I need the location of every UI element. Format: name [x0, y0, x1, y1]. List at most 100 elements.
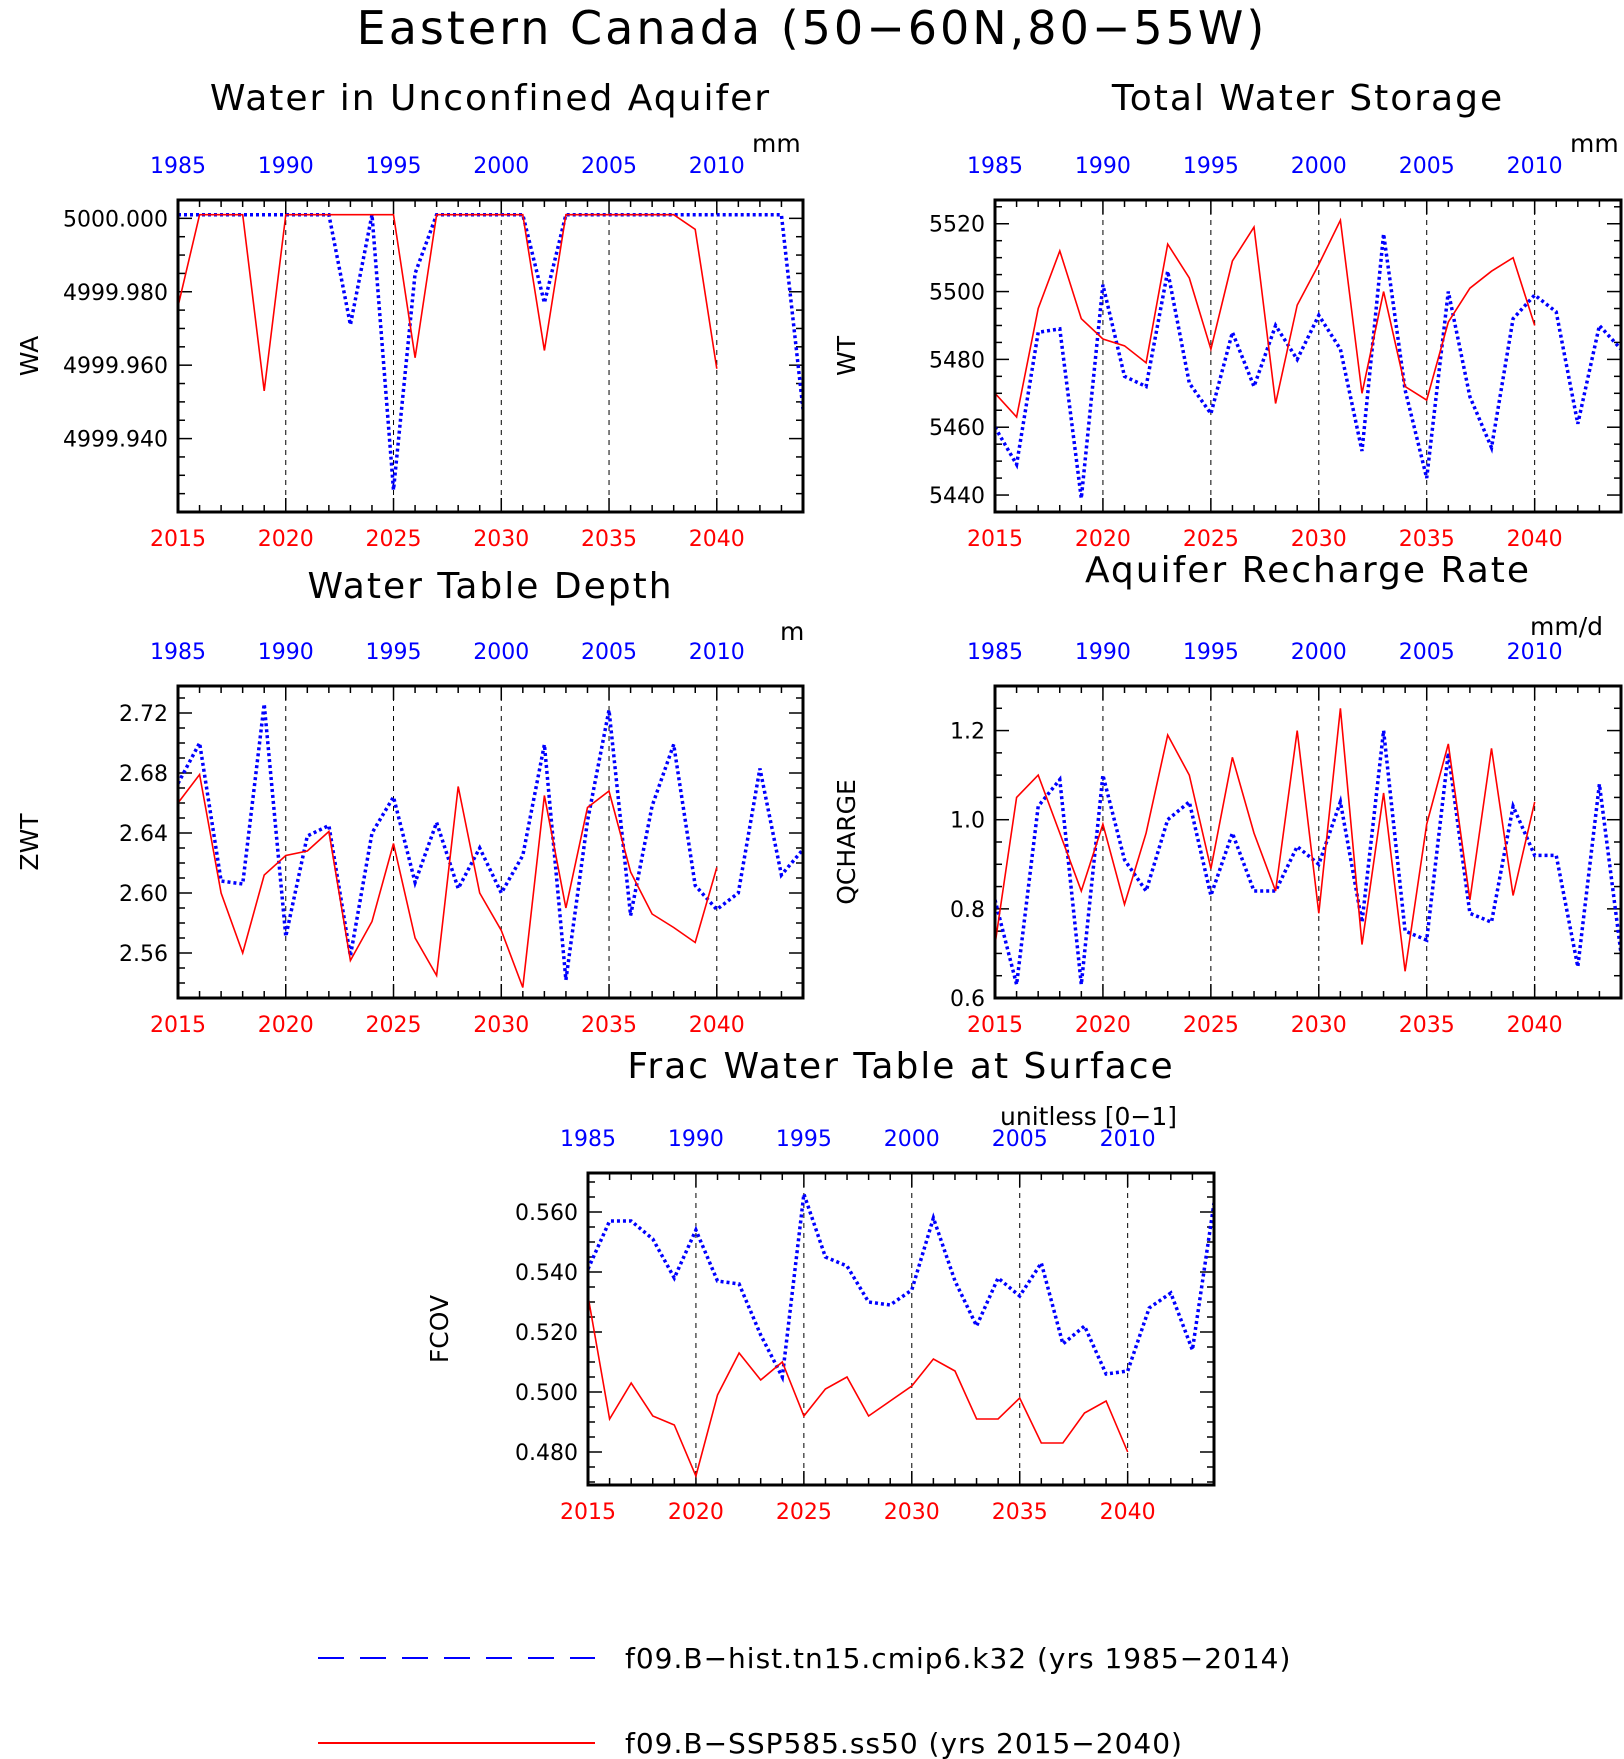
plot-frame	[586, 1171, 1216, 1487]
panel-title: Water Table Depth	[307, 566, 673, 607]
x-bottom-tick-label: 2015	[967, 527, 1023, 552]
x-bottom-tick-label: 2040	[1100, 1500, 1156, 1525]
panel-4: Aquifer Recharge Rate mm/d 2015 2020 2025 203…	[832, 550, 1623, 1038]
panel-3: Water Table Depth m 2015 2020 2025 2030 2035 20…	[15, 566, 805, 1038]
x-top-tick-label: 2000	[473, 640, 529, 665]
x-top-tick-label: 1985	[560, 1127, 616, 1152]
series-line-hist	[588, 1193, 1214, 1383]
x-top-tick-label: 1990	[1075, 640, 1131, 665]
plot-frame	[993, 684, 1623, 1000]
x-bottom-tick-label: 2030	[1291, 527, 1347, 552]
x-bottom-tick-label: 2025	[366, 527, 422, 552]
x-bottom-tick-label: 2025	[1183, 1013, 1239, 1038]
series-line-hist	[995, 233, 1621, 499]
x-top-tick-label: 2000	[884, 1127, 940, 1152]
x-top-tick-label: 2005	[581, 154, 637, 179]
panel-title: Water in Unconfined Aquifer	[210, 78, 771, 119]
y-axis-label: WT	[832, 335, 861, 376]
x-top-tick-label: 1985	[150, 154, 206, 179]
x-bottom-tick-label: 2040	[689, 527, 745, 552]
x-bottom-tick-label: 2020	[1075, 1013, 1131, 1038]
y-tick-label: 0.480	[515, 1441, 578, 1466]
units-label: m	[780, 617, 804, 646]
x-top-tick-label: 2000	[1291, 640, 1347, 665]
x-bottom-tick-label: 2040	[689, 1013, 745, 1038]
y-tick-label: 5520	[929, 213, 985, 238]
x-top-tick-label: 1990	[1075, 154, 1131, 179]
y-tick-label: 0.540	[515, 1261, 578, 1286]
series-line-ssp	[588, 1295, 1129, 1479]
y-tick-label: 2.64	[119, 822, 168, 847]
x-top-tick-label: 1985	[967, 154, 1023, 179]
x-bottom-tick-label: 2025	[776, 1500, 832, 1525]
x-top-tick-label: 1995	[1183, 154, 1239, 179]
panel-title: Aquifer Recharge Rate	[1085, 550, 1531, 591]
x-bottom-tick-label: 2020	[1075, 527, 1131, 552]
y-tick-label: 2.56	[119, 942, 168, 967]
series-line-ssp	[178, 213, 718, 391]
plot-frame	[176, 684, 805, 1000]
panel-5: Frac Water Table at Surface unitless [0−1…	[425, 1046, 1216, 1525]
series-line-ssp	[995, 217, 1536, 419]
x-bottom-tick-label: 2035	[1399, 527, 1455, 552]
panel-title: Frac Water Table at Surface	[627, 1046, 1174, 1087]
y-tick-label: 0.8	[950, 898, 985, 923]
series-line-ssp	[178, 772, 718, 988]
legend-ssp-label: f09.B−SSP585.ss50 (yrs 2015−2040)	[625, 1727, 1183, 1759]
units-label: mm/d	[1530, 612, 1603, 641]
y-tick-label: 0.6	[950, 987, 985, 1012]
x-top-tick-label: 2010	[689, 154, 745, 179]
x-bottom-tick-label: 2030	[1291, 1013, 1347, 1038]
y-tick-label: 0.500	[515, 1381, 578, 1406]
x-top-tick-label: 1995	[776, 1127, 832, 1152]
plot-frame	[176, 198, 805, 514]
x-top-tick-label: 1990	[258, 640, 314, 665]
units-label: unitless [0−1]	[1000, 1102, 1177, 1131]
legend-hist-label: f09.B−hist.tn15.cmip6.k32 (yrs 1985−2014…	[625, 1642, 1291, 1675]
x-bottom-tick-label: 2030	[884, 1500, 940, 1525]
series-line-ssp	[995, 708, 1536, 972]
x-bottom-tick-label: 2035	[581, 1013, 637, 1038]
x-bottom-tick-label: 2030	[473, 527, 529, 552]
y-tick-label: 2.68	[119, 762, 168, 787]
y-tick-label: 4999.980	[63, 281, 168, 306]
x-top-tick-label: 2000	[473, 154, 529, 179]
x-bottom-tick-label: 2035	[1399, 1013, 1455, 1038]
y-axis-label: QCHARGE	[832, 779, 861, 905]
x-top-tick-label: 1985	[150, 640, 206, 665]
x-top-tick-label: 1985	[967, 640, 1023, 665]
y-axis-label: ZWT	[15, 813, 44, 871]
series-line-hist	[178, 703, 803, 981]
x-bottom-tick-label: 2035	[581, 527, 637, 552]
x-top-tick-label: 1990	[258, 154, 314, 179]
y-tick-label: 0.560	[515, 1201, 578, 1226]
y-tick-label: 5000.000	[63, 207, 168, 232]
x-bottom-tick-label: 2015	[150, 1013, 206, 1038]
x-top-tick-label: 2005	[1399, 154, 1455, 179]
x-bottom-tick-label: 2030	[473, 1013, 529, 1038]
x-top-tick-label: 2010	[1507, 640, 1563, 665]
x-top-tick-label: 2005	[581, 640, 637, 665]
y-tick-label: 4999.940	[63, 428, 168, 453]
y-tick-label: 5500	[929, 281, 985, 306]
x-top-tick-label: 2005	[1399, 640, 1455, 665]
units-label: mm	[1570, 129, 1619, 158]
x-top-tick-label: 2010	[1100, 1127, 1156, 1152]
x-top-tick-label: 1990	[668, 1127, 724, 1152]
x-top-tick-label: 2000	[1291, 154, 1347, 179]
x-bottom-tick-label: 2020	[668, 1500, 724, 1525]
y-tick-label: 2.60	[119, 882, 168, 907]
x-bottom-tick-label: 2040	[1507, 527, 1563, 552]
x-bottom-tick-label: 2015	[560, 1500, 616, 1525]
x-bottom-tick-label: 2035	[992, 1500, 1048, 1525]
series-line-hist	[178, 212, 803, 491]
plot-frame	[993, 198, 1623, 514]
y-tick-label: 0.520	[515, 1321, 578, 1346]
y-tick-label: 4999.960	[63, 354, 168, 379]
x-top-tick-label: 2010	[689, 640, 745, 665]
y-tick-label: 2.72	[119, 702, 168, 727]
x-top-tick-label: 1995	[366, 154, 422, 179]
y-tick-label: 5440	[929, 484, 985, 509]
y-tick-label: 5480	[929, 348, 985, 373]
